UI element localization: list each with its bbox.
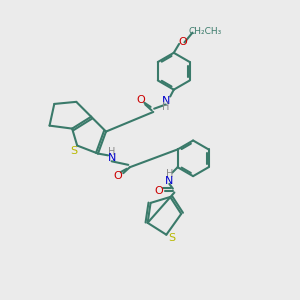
Text: S: S [70,146,77,156]
Text: N: N [162,96,170,106]
Text: O: O [113,171,122,181]
Text: O: O [155,186,164,196]
Text: O: O [178,37,188,47]
Text: H: H [162,103,169,112]
Text: H: H [108,147,115,157]
Text: S: S [169,233,176,243]
Text: N: N [165,176,173,186]
Text: CH₂CH₃: CH₂CH₃ [188,27,222,36]
Text: O: O [136,95,145,105]
Text: N: N [107,153,116,163]
Text: H: H [166,169,173,179]
